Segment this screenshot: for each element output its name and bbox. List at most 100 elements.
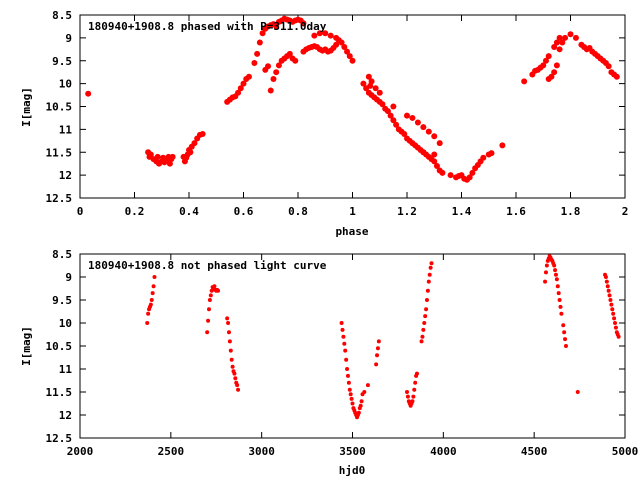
y-tick-label: 10.5 — [46, 101, 73, 114]
data-point — [556, 46, 563, 53]
data-point — [300, 20, 307, 27]
y-tick-label: 8.5 — [52, 248, 72, 261]
data-point — [148, 302, 153, 307]
data-point — [414, 371, 419, 376]
data-point — [206, 307, 211, 312]
y-tick-label: 12 — [59, 169, 72, 182]
data-point — [567, 31, 574, 38]
x-tick-label: 0.4 — [179, 205, 199, 218]
data-point — [150, 291, 155, 296]
data-point — [563, 337, 568, 342]
y-tick-label: 9.5 — [52, 294, 72, 307]
chart-title: 180940+1908.8 phased with P=311.0day — [88, 20, 327, 33]
data-point — [149, 298, 154, 302]
data-point — [540, 62, 547, 69]
data-point — [245, 73, 252, 80]
data-point — [229, 357, 234, 362]
data-point — [559, 311, 564, 316]
data-point — [603, 275, 608, 279]
data-point — [413, 380, 418, 385]
data-point — [390, 117, 397, 124]
data-point — [228, 348, 233, 353]
data-point — [256, 39, 263, 46]
data-point — [561, 323, 566, 328]
data-point — [447, 172, 454, 179]
plot-frame — [79, 14, 626, 199]
x-tick-label: 1 — [349, 205, 356, 218]
data-point — [237, 85, 244, 92]
data-point — [426, 279, 431, 284]
data-point — [499, 142, 506, 149]
data-point — [548, 73, 555, 80]
data-point — [327, 32, 334, 39]
data-point — [606, 288, 611, 293]
y-tick-label: 12.5 — [46, 192, 73, 205]
data-point — [205, 330, 210, 335]
data-point — [286, 50, 293, 57]
data-point — [356, 410, 361, 415]
data-point — [575, 390, 580, 394]
data-point — [405, 394, 410, 399]
data-point — [230, 364, 235, 369]
data-point — [376, 339, 381, 344]
data-point — [562, 330, 567, 335]
x-tick-label: 3500 — [339, 445, 366, 458]
data-point — [552, 263, 557, 268]
data-point — [431, 151, 438, 158]
data-point — [365, 73, 372, 80]
data-point — [427, 272, 432, 277]
data-point — [433, 162, 440, 169]
data-point — [166, 160, 173, 167]
data-point — [543, 270, 548, 275]
data-point — [226, 321, 231, 325]
data-point — [367, 82, 374, 89]
data-point — [556, 291, 561, 296]
data-point — [562, 34, 569, 41]
data-point — [613, 321, 618, 325]
x-tick-label: 0.6 — [234, 205, 254, 218]
data-point — [316, 30, 323, 37]
data-point — [344, 357, 349, 362]
data-point — [384, 108, 391, 115]
data-point — [225, 316, 230, 321]
data-point — [605, 63, 612, 70]
x-tick-label: 0.8 — [288, 205, 308, 218]
data-point — [348, 392, 353, 397]
data-point — [152, 275, 157, 279]
data-points — [85, 15, 620, 183]
data-point — [341, 334, 346, 339]
data-point — [365, 383, 370, 388]
data-point — [421, 327, 426, 332]
data-point — [425, 288, 430, 293]
data-point — [542, 57, 549, 64]
data-point — [206, 318, 211, 323]
data-point — [469, 169, 476, 176]
data-point — [424, 307, 429, 312]
y-tick-label: 10 — [59, 317, 72, 330]
data-point — [333, 34, 340, 41]
x-tick-label: 0 — [77, 205, 84, 218]
data-point — [358, 403, 363, 408]
data-point — [404, 112, 410, 119]
y-tick-label: 8.5 — [52, 9, 72, 22]
data-point — [145, 321, 150, 325]
data-point — [292, 57, 299, 64]
data-point — [558, 304, 563, 309]
phased-light-curve-panel: 0 0.2 0.4 0.6 0.8 1 1.2 1.4 1.6 1.8 2 8.5 9 9.5 10 10.5… — [20, 9, 628, 238]
data-point — [608, 298, 613, 302]
data-point — [333, 41, 340, 48]
data-point — [419, 339, 424, 344]
data-point — [254, 50, 261, 57]
data-point — [340, 327, 345, 332]
y-tick-label: 10 — [59, 78, 72, 91]
data-point — [428, 265, 433, 270]
data-point — [545, 53, 552, 60]
data-point — [346, 380, 351, 385]
data-point — [360, 80, 367, 87]
data-point — [343, 348, 348, 353]
data-point — [553, 39, 560, 46]
data-point — [339, 321, 344, 325]
data-point — [411, 394, 416, 399]
chart-title: 180940+1908.8 not phased light curve — [88, 259, 327, 272]
